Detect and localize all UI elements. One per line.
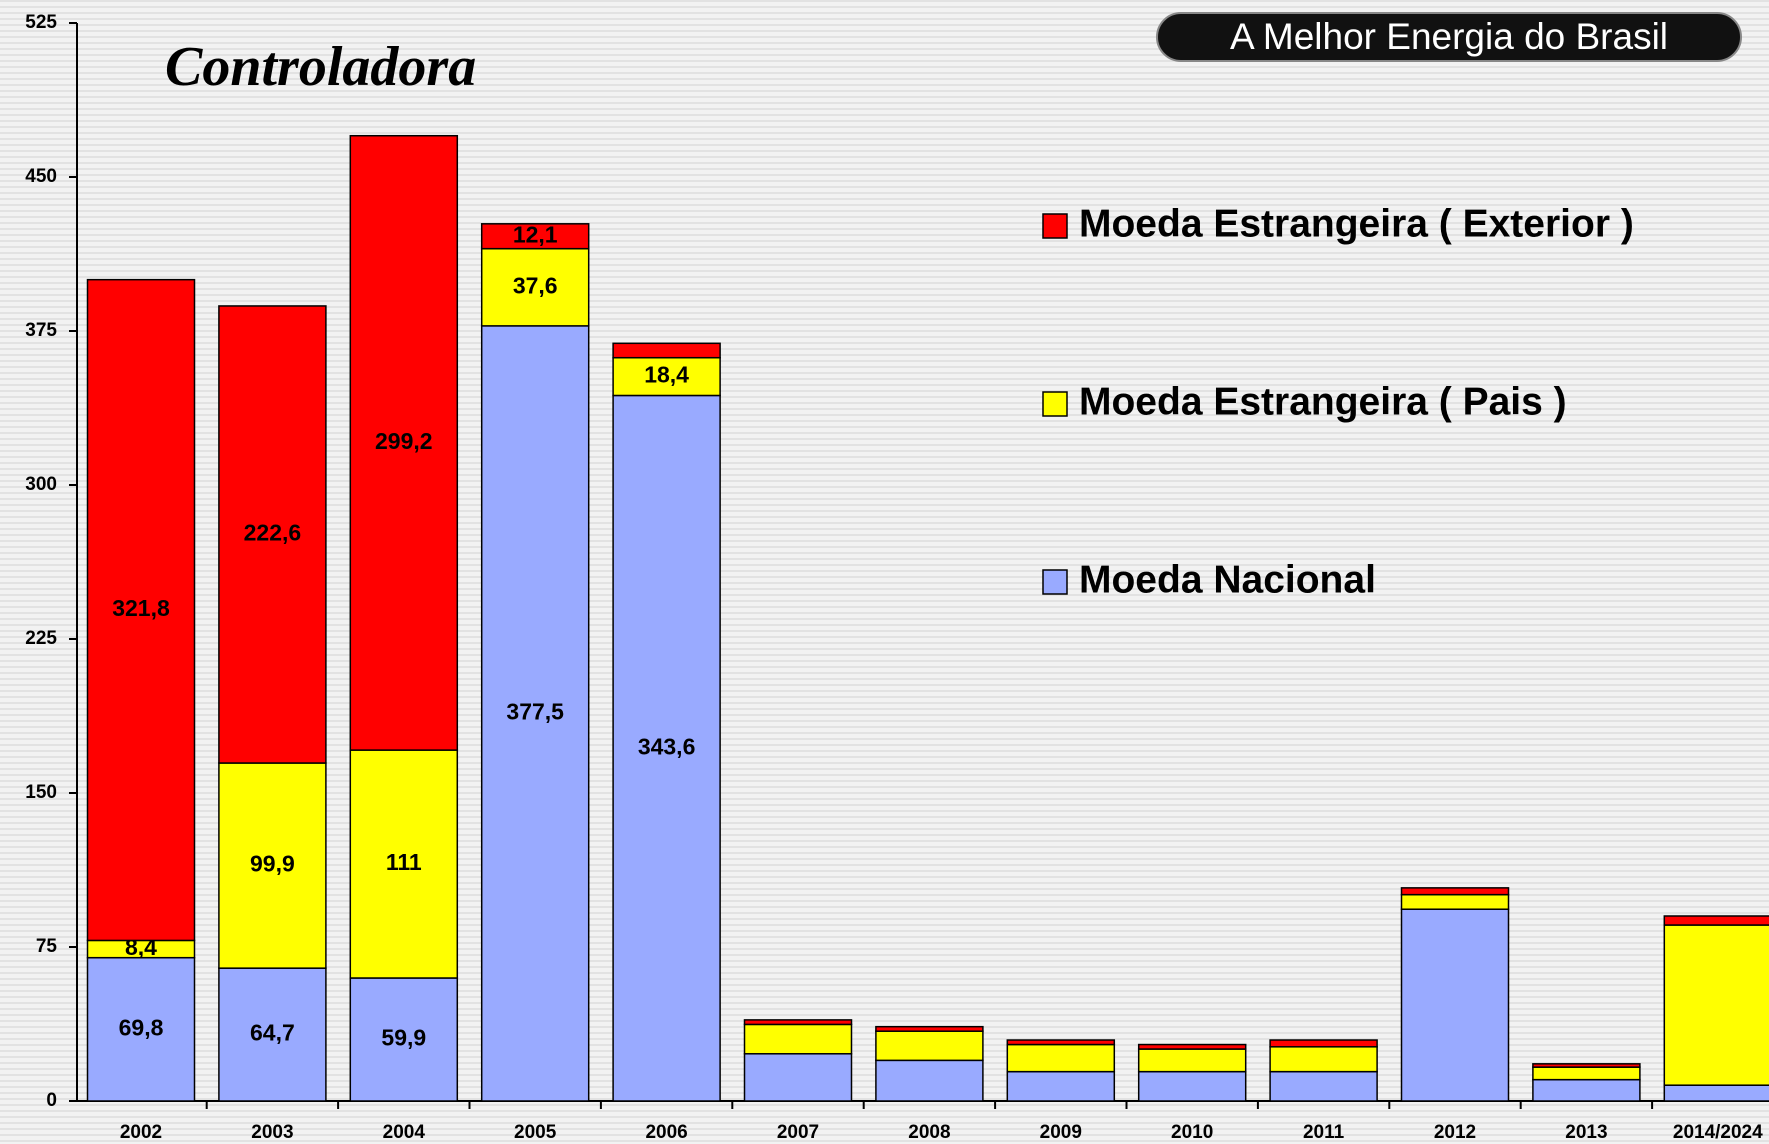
bar-segment (1664, 916, 1769, 925)
legend-swatch (1043, 570, 1067, 594)
y-tick-label: 225 (25, 628, 57, 649)
bar-segment (1139, 1045, 1246, 1050)
bar-segment (1270, 1047, 1377, 1072)
chart-title: Controladora (165, 36, 476, 98)
bar-segment (1402, 888, 1509, 895)
value-label: 343,6 (638, 733, 696, 759)
x-tick-label: 2014/2024 (1673, 1122, 1763, 1143)
x-tick-label: 2005 (514, 1122, 557, 1143)
bar-segment (1270, 1040, 1377, 1047)
bar-segment (1533, 1064, 1640, 1067)
y-tick-label: 0 (46, 1090, 57, 1111)
y-tick-label: 150 (25, 782, 57, 803)
bar-segment (1402, 895, 1509, 910)
y-tick-label: 375 (25, 320, 57, 341)
x-tick-label: 2004 (383, 1122, 426, 1143)
legend-swatch (1043, 392, 1067, 416)
bar-segment (1139, 1049, 1246, 1072)
bar-segment (876, 1027, 983, 1032)
x-tick-label: 2003 (251, 1122, 293, 1143)
x-tick-label: 2009 (1040, 1122, 1082, 1143)
value-label: 111 (386, 849, 422, 875)
bar-segment (1007, 1072, 1114, 1101)
legend-label: Moeda Estrangeira ( Pais ) (1079, 380, 1567, 423)
x-tick-label: 2008 (908, 1122, 950, 1143)
value-label: 18,4 (644, 362, 689, 388)
bar-segment (1533, 1080, 1640, 1101)
y-tick-label: 525 (25, 12, 57, 33)
bar-segment (1007, 1045, 1114, 1072)
x-tick-label: 2011 (1303, 1122, 1345, 1143)
value-label: 12,1 (513, 221, 558, 247)
bar-segment (745, 1020, 852, 1025)
bar-segment (745, 1054, 852, 1101)
legend-swatch (1043, 214, 1067, 238)
value-label: 59,9 (381, 1025, 426, 1051)
y-tick-label: 75 (36, 936, 58, 957)
bar-segment (745, 1024, 852, 1053)
value-label: 321,8 (112, 595, 170, 621)
bar-segment (1533, 1067, 1640, 1080)
value-label: 64,7 (250, 1020, 295, 1046)
legend-label: Moeda Estrangeira ( Exterior ) (1079, 202, 1634, 245)
value-label: 69,8 (119, 1014, 164, 1040)
x-tick-label: 2013 (1565, 1122, 1607, 1143)
y-tick-label: 300 (25, 474, 57, 495)
value-label: 222,6 (244, 520, 302, 546)
value-label: 299,2 (375, 428, 433, 454)
bar-segment (1664, 925, 1769, 1085)
bar-segment (1139, 1072, 1246, 1101)
value-label: 377,5 (506, 699, 564, 725)
bar-segment (876, 1031, 983, 1060)
bar-segment (613, 343, 720, 357)
x-tick-label: 2010 (1171, 1122, 1213, 1143)
x-tick-label: 2007 (777, 1122, 819, 1143)
y-tick-label: 450 (25, 166, 57, 187)
x-tick-label: 2012 (1434, 1122, 1476, 1143)
bar-segment (1402, 909, 1509, 1101)
x-tick-label: 2002 (120, 1122, 162, 1143)
legend-label: Moeda Nacional (1079, 558, 1376, 601)
x-tick-label: 2006 (645, 1122, 687, 1143)
bar-segment (1664, 1085, 1769, 1101)
chart: A Melhor Energia do Brasil Controladora … (0, 0, 1769, 1144)
bar-segment (1007, 1040, 1114, 1045)
bar-segment (876, 1060, 983, 1101)
value-label: 37,6 (513, 272, 558, 298)
bar-segment (1270, 1072, 1377, 1101)
logo-text: A Melhor Energia do Brasil (1230, 16, 1668, 57)
value-label: 99,9 (250, 851, 295, 877)
